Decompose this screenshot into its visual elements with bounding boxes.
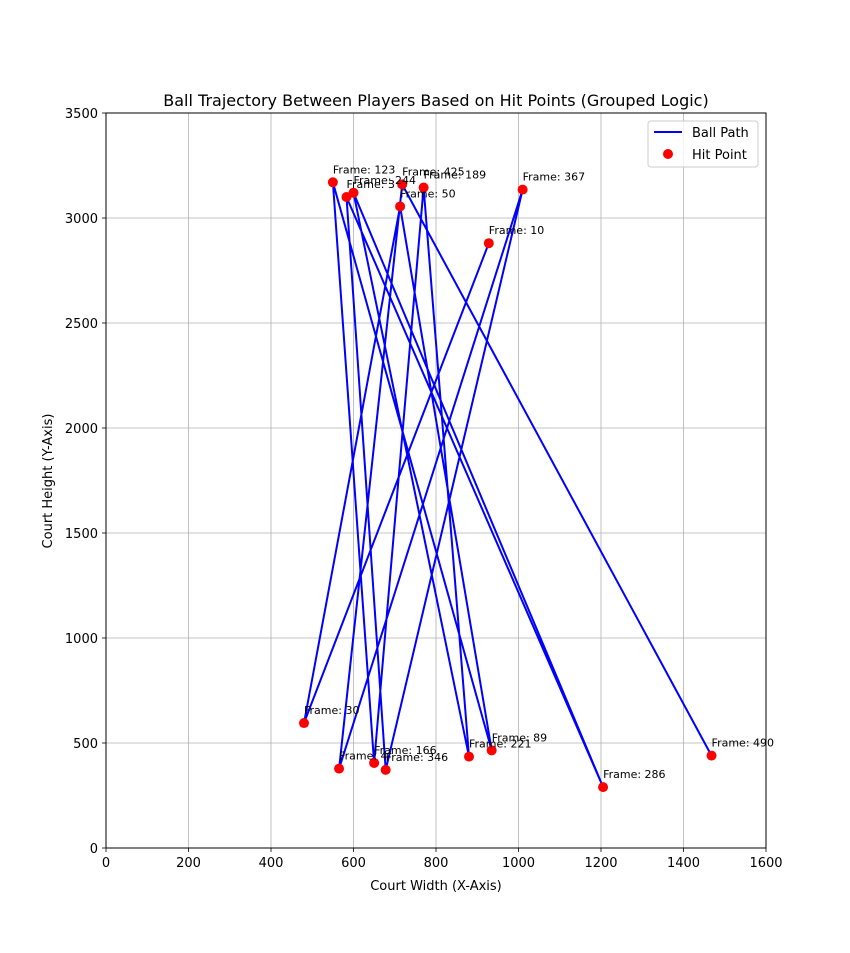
hit-point-marker (486, 745, 497, 756)
hit-point-marker (706, 750, 717, 761)
hit-point-label: Frame: 490 (712, 737, 774, 750)
hit-point-label: Frame: 425 (402, 165, 464, 178)
x-tick-label: 1600 (749, 856, 782, 871)
legend-entry-hit-point: Hit Point (692, 148, 747, 163)
hit-point-marker (395, 201, 406, 212)
hit-point-label: Frame: 89 (492, 731, 547, 744)
x-tick-label: 1200 (584, 856, 617, 871)
hit-point-marker (483, 238, 494, 249)
hit-point-label: Frame: 123 (333, 163, 395, 176)
hit-point-marker (418, 182, 429, 193)
hit-point-label: Frame: 4 (339, 750, 387, 763)
x-tick-label: 0 (102, 856, 110, 871)
hit-point-marker (334, 763, 345, 774)
x-axis-label: Court Width (X-Axis) (370, 879, 502, 894)
hit-point-marker (369, 757, 380, 768)
hit-point-label: Frame: 50 (400, 187, 455, 200)
y-axis-label: Court Height (Y-Axis) (41, 414, 56, 549)
x-tick-label: 800 (424, 856, 449, 871)
hit-point-marker (380, 764, 391, 775)
hit-point-label: Frame: 30 (304, 704, 359, 717)
y-tick-label: 2500 (65, 317, 98, 332)
x-tick-label: 1400 (667, 856, 700, 871)
y-tick-label: 3500 (65, 107, 98, 122)
legend: Ball Path Hit Point (647, 120, 759, 168)
hit-points (299, 177, 717, 793)
x-tick-label: 200 (176, 856, 201, 871)
y-tick-label: 1500 (65, 527, 98, 542)
chart-title: Ball Trajectory Between Players Based on… (163, 91, 708, 110)
hit-point-label: Frame: 244 (354, 174, 416, 187)
y-tick-label: 0 (90, 842, 98, 857)
x-tick-label: 1000 (502, 856, 535, 871)
hit-point-label: Frame: 346 (386, 751, 448, 764)
hit-point-label: Frame: 286 (603, 768, 665, 781)
ticks: 0 200 400 600 800 1000 1200 1400 1600 0 500 1000 150… (65, 107, 783, 871)
hit-point-marker (327, 177, 338, 188)
legend-marker-swatch (663, 149, 673, 159)
x-tick-label: 400 (259, 856, 284, 871)
y-tick-label: 2000 (65, 422, 98, 437)
hit-point-label: Frame: 166 (374, 744, 436, 757)
hit-point-label: Frame: 221 (469, 738, 531, 751)
legend-entry-ball-path: Ball Path (692, 126, 749, 141)
hit-point-marker (341, 192, 352, 202)
hit-point-marker (517, 184, 528, 195)
hit-point-marker (598, 782, 609, 793)
hit-point-label: Frame: 189 (424, 169, 486, 182)
hit-point-marker (299, 718, 309, 729)
hit-point-marker (397, 179, 408, 190)
y-tick-label: 1000 (65, 632, 98, 647)
ball-path-line (303, 181, 713, 789)
hit-point-marker (464, 751, 474, 762)
y-tick-label: 3000 (65, 212, 98, 227)
ball-path (303, 181, 713, 789)
x-tick-label: 600 (341, 856, 366, 871)
hit-point-label: Frame: 10 (489, 224, 544, 237)
y-tick-label: 500 (73, 737, 98, 752)
hit-point-label: Frame: 367 (523, 171, 585, 184)
hit-point-label: Frame: 3 (346, 178, 394, 191)
